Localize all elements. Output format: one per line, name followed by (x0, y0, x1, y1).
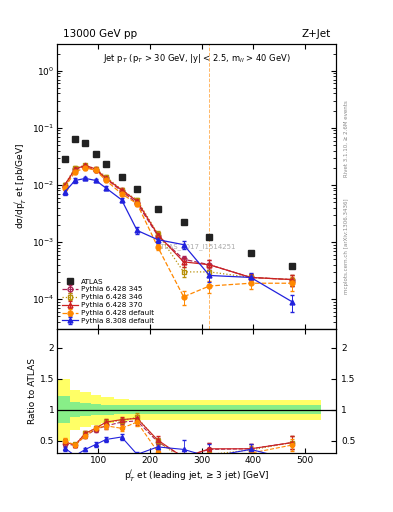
Text: ATLAS_2017_I1514251: ATLAS_2017_I1514251 (157, 243, 236, 250)
ATLAS (155, 206, 160, 212)
ATLAS (62, 156, 67, 162)
ATLAS (135, 186, 140, 192)
ATLAS (73, 136, 77, 142)
Text: mcplots.cern.ch [arXiv:1306.3436]: mcplots.cern.ch [arXiv:1306.3436] (344, 198, 349, 293)
Text: Rivet 3.1.10, ≥ 2.6M events: Rivet 3.1.10, ≥ 2.6M events (344, 100, 349, 177)
Y-axis label: Ratio to ATLAS: Ratio to ATLAS (28, 358, 37, 424)
X-axis label: p$^j_T$ et (leading jet, ≥ 3 jet) [GeV]: p$^j_T$ et (leading jet, ≥ 3 jet) [GeV] (124, 467, 269, 484)
Text: Z+Jet: Z+Jet (301, 29, 331, 39)
ATLAS (104, 161, 108, 167)
Y-axis label: dσ/dp$^j_T$ et [pb/GeV]: dσ/dp$^j_T$ et [pb/GeV] (13, 143, 29, 229)
ATLAS (83, 140, 88, 146)
Line: ATLAS: ATLAS (62, 135, 295, 269)
ATLAS (248, 250, 253, 256)
ATLAS (207, 233, 212, 240)
ATLAS (94, 151, 98, 157)
ATLAS (181, 220, 186, 226)
Text: Jet p$_T$ (p$_T$ > 30 GeV, |y| < 2.5, m$_{ll}$ > 40 GeV): Jet p$_T$ (p$_T$ > 30 GeV, |y| < 2.5, m$… (103, 52, 290, 65)
ATLAS (290, 263, 294, 269)
ATLAS (119, 174, 124, 180)
Text: 13000 GeV pp: 13000 GeV pp (62, 29, 137, 39)
Legend: ATLAS, Pythia 6.428 345, Pythia 6.428 346, Pythia 6.428 370, Pythia 6.428 defaul: ATLAS, Pythia 6.428 345, Pythia 6.428 34… (60, 276, 156, 326)
